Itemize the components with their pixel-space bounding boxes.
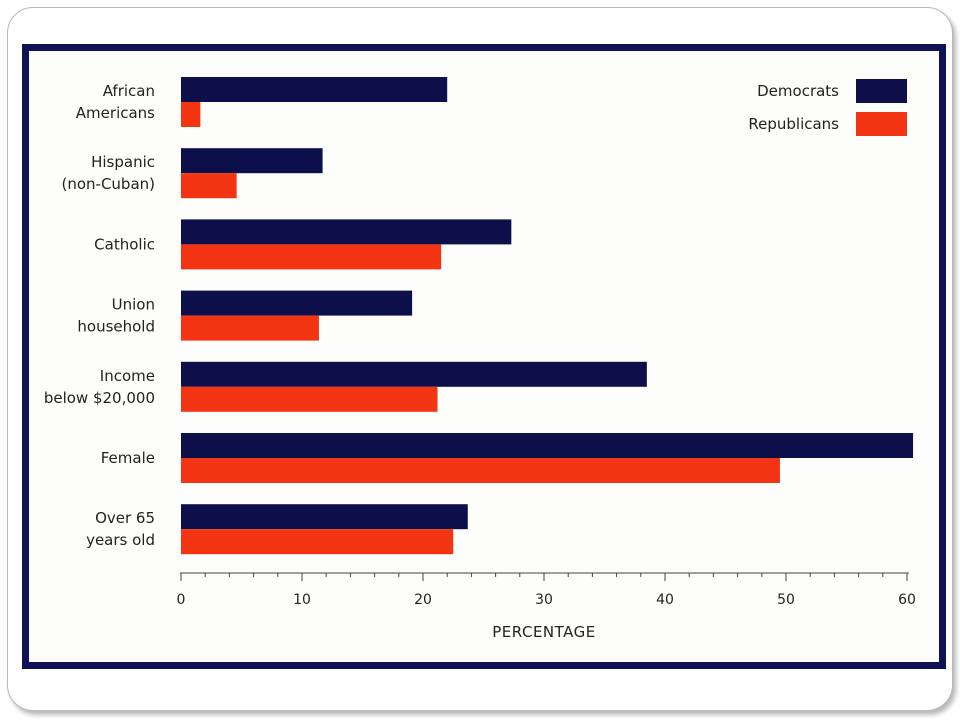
x-tick-label: 0 (177, 592, 186, 608)
category-label: Female (101, 449, 155, 467)
x-tick-label: 30 (535, 592, 553, 608)
bar-republicans-0 (181, 102, 201, 127)
legend-swatch-democrats (856, 79, 907, 103)
category-label: Catholic (94, 235, 155, 253)
bar-democrats-3 (181, 290, 413, 316)
legend-label-democrats: Democrats (757, 82, 839, 100)
category-label: Over 65 (95, 509, 155, 527)
category-label: Americans (76, 104, 155, 122)
bar-democrats-4 (181, 361, 647, 387)
bar-republicans-3 (181, 315, 319, 341)
bar-republicans-1 (181, 173, 237, 199)
bar-republicans-2 (181, 244, 442, 270)
bar-democrats-1 (181, 148, 323, 174)
category-label: household (77, 318, 155, 336)
x-axis-title: PERCENTAGE (492, 623, 595, 641)
chart-frame (22, 44, 946, 669)
bar-democrats-5 (181, 433, 914, 458)
bar-republicans-4 (181, 386, 438, 412)
category-label: (non-Cuban) (61, 175, 155, 193)
x-tick-label: 10 (293, 592, 311, 608)
category-label: Income (100, 367, 155, 385)
x-tick-label: 60 (898, 592, 916, 608)
category-label: African (103, 82, 155, 100)
category-label: Hispanic (91, 153, 155, 171)
x-tick-label: 20 (414, 592, 432, 608)
bar-democrats-2 (181, 219, 512, 245)
category-label: below $20,000 (44, 389, 155, 407)
bar-democrats-6 (181, 504, 468, 530)
bar-republicans-6 (181, 529, 454, 555)
bar-republicans-5 (181, 458, 780, 483)
category-label: Union (112, 296, 155, 314)
legend-label-republicans: Republicans (748, 115, 839, 133)
legend-swatch-republicans (856, 112, 907, 136)
category-label: years old (86, 531, 155, 549)
x-tick-label: 40 (656, 592, 674, 608)
bar-democrats-0 (181, 77, 448, 102)
slide-frame (7, 7, 953, 711)
x-tick-label: 50 (777, 592, 795, 608)
